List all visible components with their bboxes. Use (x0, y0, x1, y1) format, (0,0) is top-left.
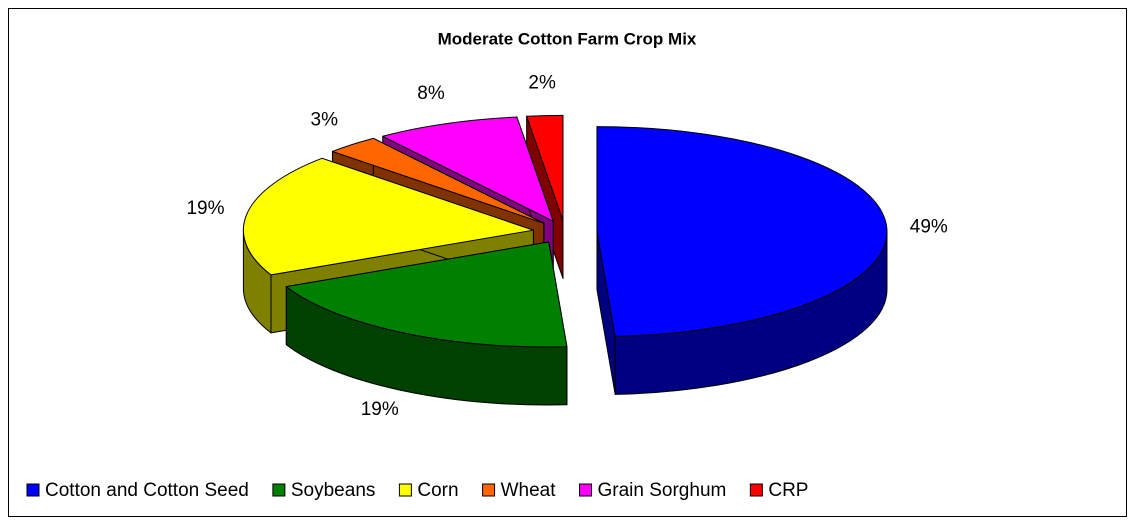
data-label: 19% (186, 198, 224, 219)
data-label: 49% (910, 216, 948, 237)
legend-swatch (272, 483, 286, 497)
legend-label: Wheat (501, 480, 557, 501)
pie: 49% 19% 19% 3% 8% 2% (186, 73, 947, 420)
legend-swatch (482, 483, 496, 497)
slice (331, 137, 545, 224)
chart-frame (8, 8, 1127, 517)
slice (285, 241, 568, 348)
slice (526, 114, 564, 221)
legend-label: Cotton and Cotton Seed (45, 480, 249, 501)
legend-label: Grain Sorghum (598, 480, 727, 501)
legend-swatch (26, 483, 40, 497)
legend-label: Corn (417, 480, 458, 501)
legend-swatch (579, 483, 592, 497)
legend: Cotton and Cotton Seed Soybeans Corn Wheat G… (26, 480, 808, 501)
slice (242, 157, 534, 276)
data-label: 2% (528, 73, 556, 94)
slice (382, 116, 554, 222)
data-label: 19% (361, 399, 399, 420)
legend-label: Soybeans (291, 480, 376, 501)
legend-swatch (749, 483, 763, 497)
chart-title: Moderate Cotton Farm Crop Mix (438, 29, 697, 48)
slice (596, 126, 888, 337)
legend-label: CRP (768, 480, 808, 501)
data-label: 8% (417, 83, 445, 104)
data-label: 3% (311, 110, 339, 131)
legend-swatch (398, 483, 412, 497)
